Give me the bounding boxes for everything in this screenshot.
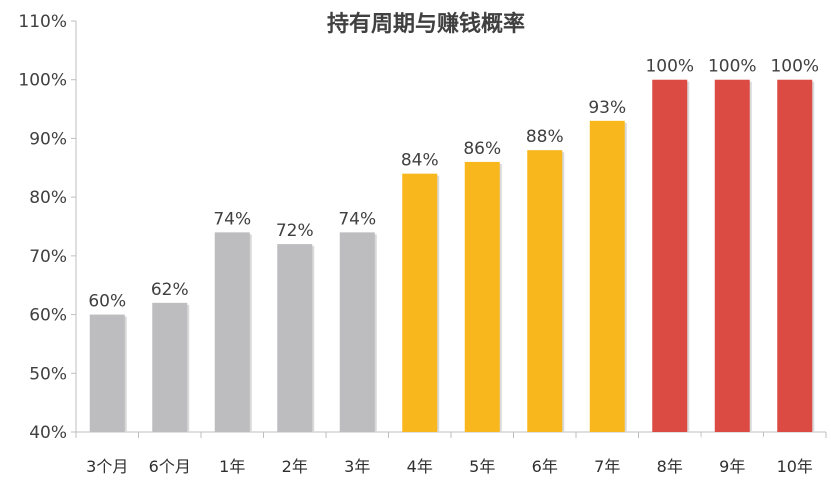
bar: [152, 302, 188, 432]
data-label: 100%: [645, 57, 694, 77]
bar: [527, 150, 563, 432]
x-tick-label: 4年: [407, 457, 433, 476]
y-tick-label: 110%: [18, 12, 67, 32]
data-label: 86%: [463, 139, 501, 159]
x-tick-label: 2年: [282, 457, 308, 476]
data-labels: 60% 62% 74% 72% 74% 84% 86% 88% 93% 100% 100% 100%: [88, 57, 819, 312]
data-label: 72%: [276, 221, 314, 241]
x-tick-label: 3个月: [86, 457, 128, 476]
bar: [277, 244, 313, 432]
x-tick-label: 10年: [777, 457, 813, 476]
bar: [89, 314, 125, 432]
x-tick-label: 7年: [594, 457, 620, 476]
data-label: 93%: [588, 98, 626, 118]
x-tick-label: 9年: [719, 457, 745, 476]
watermark: 知乎 @基星高照: [632, 435, 771, 457]
bar: [402, 173, 438, 432]
data-label: 88%: [526, 127, 564, 147]
x-tick-label: 8年: [657, 457, 683, 476]
x-tick-label: 5年: [469, 457, 495, 476]
bar: [589, 120, 625, 433]
x-tick-label: 1年: [219, 457, 245, 476]
data-label: 100%: [770, 57, 819, 77]
data-label: 74%: [213, 209, 251, 229]
data-label: 60%: [88, 292, 126, 312]
data-label: 100%: [708, 57, 757, 77]
x-tick-label: 3年: [344, 457, 370, 476]
y-axis: 40% 50% 60% 70% 80% 90% 100% 110%: [18, 12, 77, 443]
bar: [464, 161, 500, 432]
y-tick-label: 90%: [29, 129, 67, 149]
y-tick-label: 60%: [29, 306, 67, 326]
bar: [339, 232, 375, 432]
bars: [89, 79, 815, 433]
y-tick-label: 100%: [18, 71, 67, 91]
y-tick-label: 70%: [29, 247, 67, 267]
data-label: 74%: [338, 209, 376, 229]
bar: [214, 232, 250, 432]
data-label: 84%: [401, 151, 439, 171]
data-label: 62%: [151, 280, 189, 300]
x-tick-label: 6个月: [149, 457, 191, 476]
y-tick-label: 40%: [29, 423, 67, 443]
x-tick-label: 6年: [532, 457, 558, 476]
bar: [777, 79, 813, 432]
bar: [652, 79, 688, 432]
bar: [714, 79, 750, 432]
x-axis: 3个月 6个月 1年 2年 3年 4年 5年 6年 7年 8年 9年 10年: [75, 431, 827, 476]
chart-title: 持有周期与赚钱概率: [327, 11, 525, 37]
y-tick-label: 50%: [29, 364, 67, 384]
y-tick-label: 80%: [29, 188, 67, 208]
